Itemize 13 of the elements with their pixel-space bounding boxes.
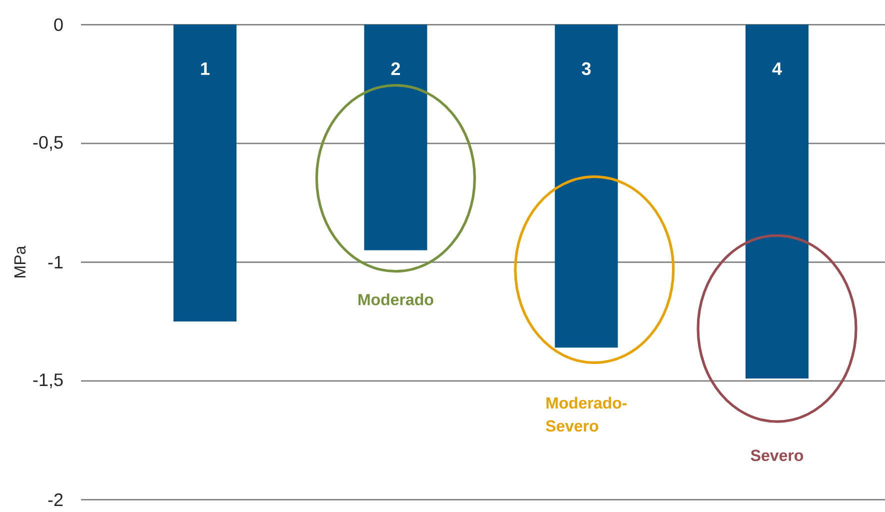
y-tick-label: -2 [48, 493, 63, 506]
y-tick-label: -1 [48, 256, 63, 268]
x-tick-label: 1 [201, 62, 210, 75]
x-tick-label: 2 [391, 62, 400, 75]
x-tick-label: 3 [582, 62, 591, 76]
y-axis-title: MPa [14, 246, 26, 278]
y-tick-label: -1,5 [33, 374, 63, 388]
y-tick-label: 0 [54, 18, 63, 32]
annotation: Moderado [358, 294, 434, 306]
annotation: Severo [750, 450, 804, 462]
x-tick-label: 4 [772, 62, 782, 75]
annotation: Moderado-Severo [546, 396, 627, 432]
y-tick-label: -0,5 [33, 136, 63, 151]
